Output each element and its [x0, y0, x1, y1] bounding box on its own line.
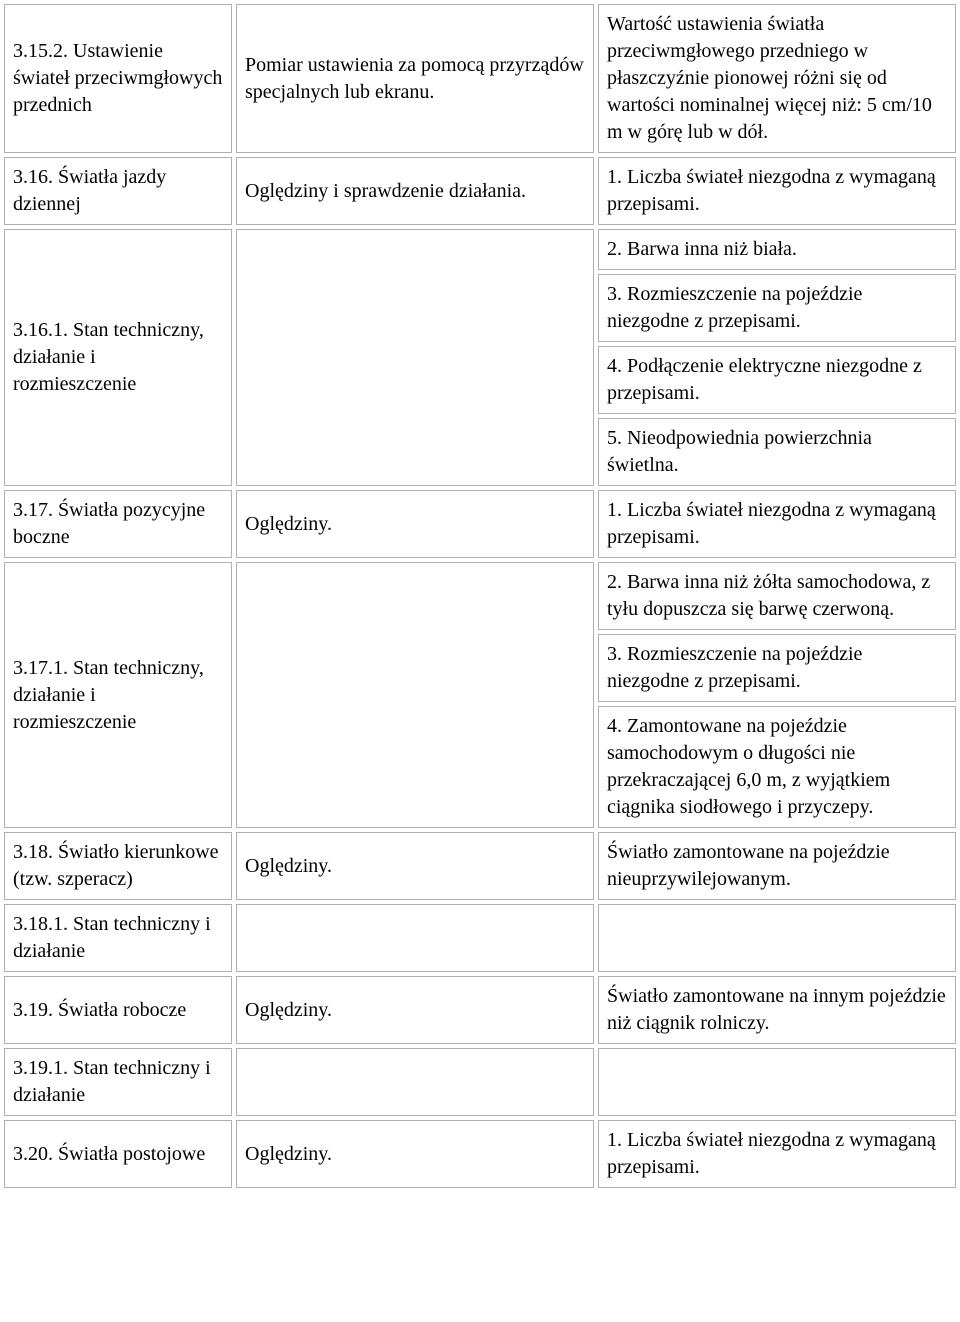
table-cell-item-col: 3.20. Światła postojowe [4, 1120, 232, 1188]
table-cell-method-col [236, 904, 594, 972]
table-cell-criteria-col: 1. Liczba świateł niezgodna z wymaganą p… [598, 157, 956, 225]
table-cell-method-col: Oględziny. [236, 976, 594, 1044]
table-cell-criteria-col [598, 1048, 956, 1116]
table-cell-method-col: Pomiar ustawienia za pomocą przyrządów s… [236, 4, 594, 153]
table-cell-criteria-col [598, 904, 956, 972]
table-cell-criteria-col: Światło zamontowane na innym pojeździe n… [598, 976, 956, 1044]
table-cell-method-col: Oględziny i sprawdzenie działania. [236, 157, 594, 225]
table-cell-item-col: 3.17. Światła pozycyjne boczne [4, 490, 232, 558]
table-cell-item-col: 3.18.1. Stan techniczny i działanie [4, 904, 232, 972]
table-cell-criteria-col: 4. Zamontowane na pojeździe samochodowym… [598, 706, 956, 828]
table-cell-method-col [236, 1048, 594, 1116]
table-cell-item-col: 3.19. Światła robocze [4, 976, 232, 1044]
table-cell-item-col: 3.18. Światło kierunkowe (tzw. szperacz) [4, 832, 232, 900]
table-cell-criteria-col: 3. Rozmieszczenie na pojeździe niezgodne… [598, 634, 956, 702]
inspection-table: 3.15.2. Ustawienie świateł przeciwmgłowy… [4, 4, 956, 1188]
table-cell-criteria-col: Wartość ustawienia światła przeciwmgłowe… [598, 4, 956, 153]
table-cell-item-col: 3.17.1. Stan techniczny, działanie i roz… [4, 562, 232, 828]
table-cell-item-col: 3.16.1. Stan techniczny, działanie i roz… [4, 229, 232, 486]
table-cell-criteria-col: 5. Nieodpowiednia powierzchnia świetlna. [598, 418, 956, 486]
table-cell-item-col: 3.19.1. Stan techniczny i działanie [4, 1048, 232, 1116]
table-cell-item-col: 3.15.2. Ustawienie świateł przeciwmgłowy… [4, 4, 232, 153]
table-cell-criteria-col: Światło zamontowane na pojeździe nieuprz… [598, 832, 956, 900]
table-cell-criteria-col: 1. Liczba świateł niezgodna z wymaganą p… [598, 1120, 956, 1188]
table-cell-method-col: Oględziny. [236, 832, 594, 900]
table-cell-method-col: Oględziny. [236, 1120, 594, 1188]
table-cell-criteria-col: 2. Barwa inna niż biała. [598, 229, 956, 270]
table-cell-method-col: Oględziny. [236, 490, 594, 558]
table-cell-criteria-col: 3. Rozmieszczenie na pojeździe niezgodne… [598, 274, 956, 342]
table-cell-method-col [236, 562, 594, 828]
table-cell-method-col [236, 229, 594, 486]
table-cell-criteria-col: 4. Podłączenie elektryczne niezgodne z p… [598, 346, 956, 414]
table-cell-criteria-col: 2. Barwa inna niż żółta samochodowa, z t… [598, 562, 956, 630]
table-cell-item-col: 3.16. Światła jazdy dziennej [4, 157, 232, 225]
table-cell-criteria-col: 1. Liczba świateł niezgodna z wymaganą p… [598, 490, 956, 558]
